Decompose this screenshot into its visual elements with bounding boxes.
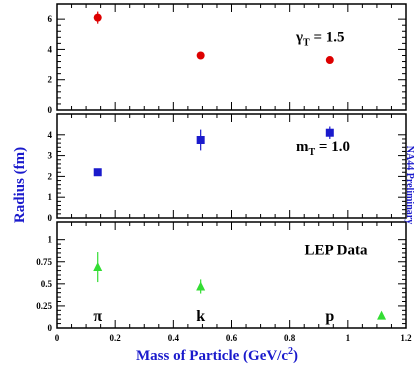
data-point xyxy=(377,310,387,320)
y-tick-label: 0.5 xyxy=(41,279,53,289)
panel-frame xyxy=(56,221,407,329)
particle-label: k xyxy=(196,308,205,325)
y-tick-label: 2 xyxy=(48,75,53,85)
x-axis-label-main: Mass of Particle (GeV/c xyxy=(136,348,288,364)
y-tick-label: 0 xyxy=(48,105,53,115)
side-watermark-text: NA44 Preliminary xyxy=(404,146,414,224)
panel-annotation: mT = 1.0 xyxy=(296,139,350,158)
panel-frame xyxy=(56,113,407,219)
annotation-subscript: T xyxy=(303,38,310,49)
annotation-subscript: T xyxy=(309,147,316,158)
data-point xyxy=(93,168,102,177)
annotation-symbol: m xyxy=(296,139,309,155)
middle-panel: 0 1 2 3 4 mT = 1.0 xyxy=(48,113,407,223)
y-tick-label: 1 xyxy=(48,192,53,202)
y-tick-label: 4 xyxy=(48,44,53,54)
data-point xyxy=(325,128,334,137)
y-tick-label: 0.75 xyxy=(36,257,52,267)
data-point xyxy=(93,13,102,22)
data-point xyxy=(325,56,334,65)
particle-label: π xyxy=(93,308,102,325)
x-tick-label: 1 xyxy=(346,333,351,343)
data-point xyxy=(93,262,103,272)
y-tick-label: 1 xyxy=(48,235,53,245)
x-tick-label: 0.2 xyxy=(110,333,122,343)
x-axis-label-end: ) xyxy=(293,348,298,364)
panel-annotation: γT = 1.5 xyxy=(295,30,345,49)
y-tick-label: 4 xyxy=(48,130,53,140)
x-tick-label: 0 xyxy=(55,333,60,343)
annotation-value: = 1.5 xyxy=(310,30,345,46)
y-tick-label: 0.25 xyxy=(36,301,52,311)
top-panel: 0 2 4 6 γT = 1.5 xyxy=(48,3,407,115)
y-tick-label: 2 xyxy=(48,171,53,181)
x-axis-label-sup: 2 xyxy=(288,346,293,357)
y-axis-label: Radius (fm) xyxy=(12,147,28,223)
data-point xyxy=(196,136,205,144)
x-axis-label: Mass of Particle (GeV/c2) xyxy=(136,346,298,364)
y-tick-label: 3 xyxy=(48,151,53,161)
data-point xyxy=(196,281,206,291)
y-tick-label: 0 xyxy=(48,323,53,333)
annotation-symbol: γ xyxy=(295,30,303,46)
x-tick-label: 0.6 xyxy=(226,333,238,343)
x-tick-label: 0.8 xyxy=(284,333,296,343)
x-tick-label: 0.4 xyxy=(168,333,180,343)
annotation-value: = 1.0 xyxy=(315,139,350,155)
y-tick-label: 0 xyxy=(48,213,53,223)
panel-annotation: LEP Data xyxy=(305,243,368,259)
bottom-panel: 0 0.25 0.5 0.75 1 LEP Data π k p xyxy=(36,221,407,333)
panel-frame xyxy=(56,3,407,111)
data-point xyxy=(196,51,205,60)
x-tick-label: 1.2 xyxy=(400,333,412,343)
y-tick-label: 6 xyxy=(48,14,53,24)
particle-label: p xyxy=(325,308,334,325)
